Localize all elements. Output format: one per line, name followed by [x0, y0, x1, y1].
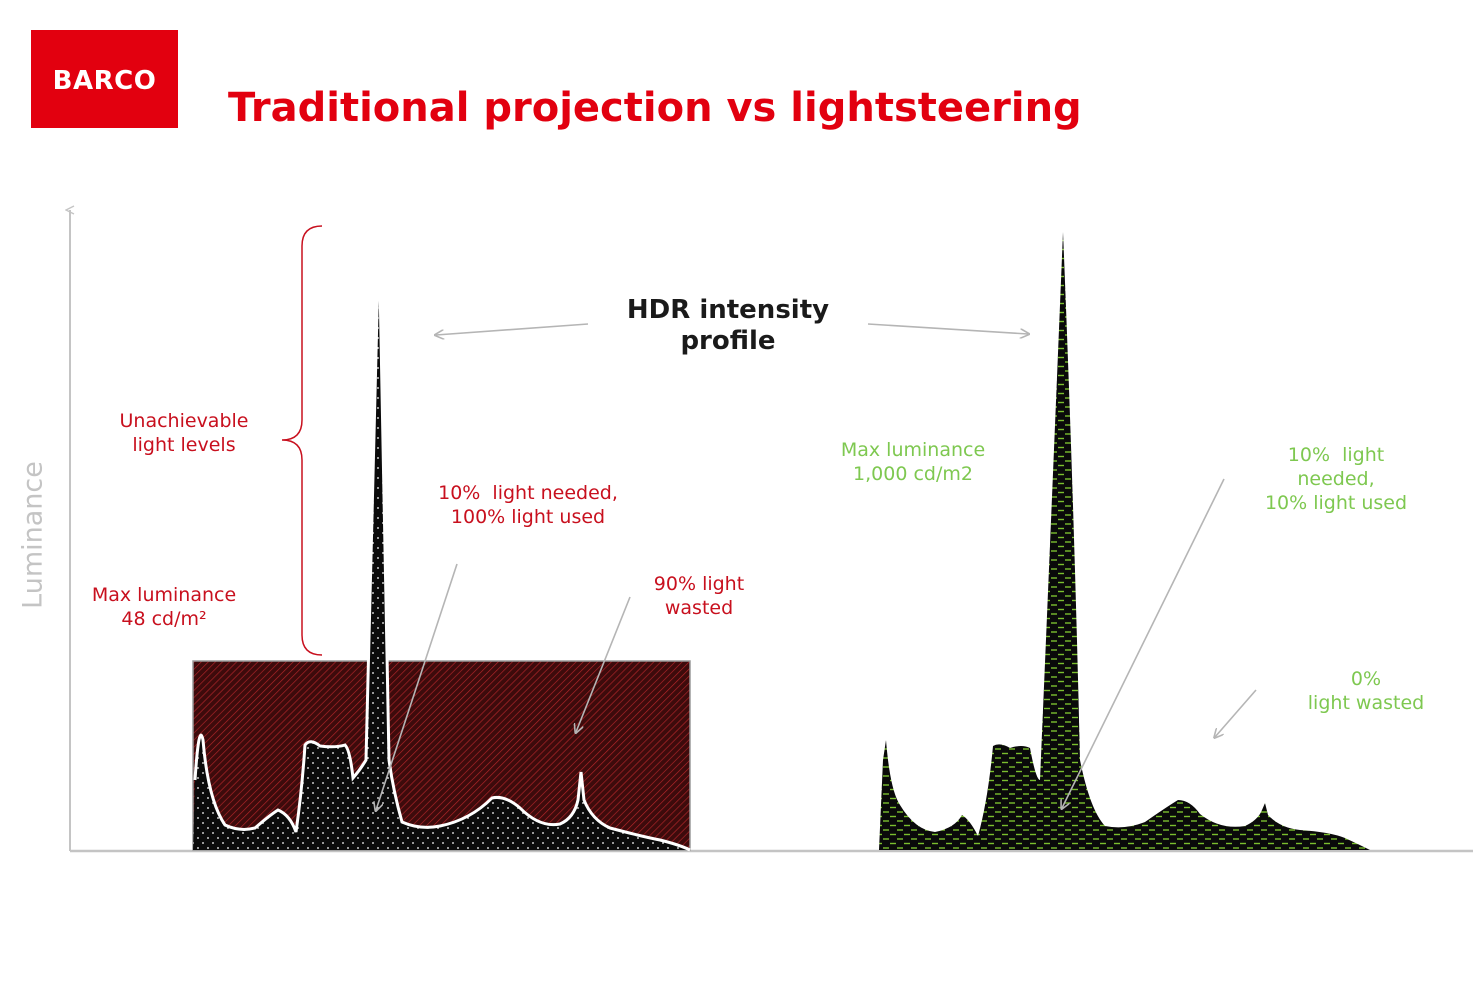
- lightsteering-light-wasted-label: 0% light wasted: [1307, 668, 1425, 714]
- lightsteering-max-luminance-label: Max luminance 1,000 cd/m2: [840, 439, 986, 485]
- logo-text: BARCO: [52, 66, 157, 96]
- traditional-profile-outline: [193, 231, 691, 852]
- hdr-arrow-left: [436, 323, 589, 335]
- y-axis-label: Luminance: [17, 461, 49, 609]
- traditional-max-luminance-label: Max luminance 48 cd/m²: [91, 584, 237, 630]
- lightsteering-light-needed-label: 10% light needed, 10% light used: [1264, 444, 1408, 514]
- steering-light-wasted-arrow: [1215, 689, 1257, 737]
- steering-light-needed-arrow: [1062, 478, 1225, 808]
- hdr-arrow-right: [867, 323, 1028, 334]
- traditional-light-wasted-label: 90% light wasted: [653, 573, 745, 619]
- lightsteering-hdr-profile: [879, 232, 1370, 850]
- light-wasted-arrow: [576, 596, 631, 732]
- barco-logo: BARCO: [31, 30, 178, 128]
- hdr-intensity-label: HDR intensity profile: [626, 295, 830, 356]
- traditional-light-needed-label: 10% light needed, 100% light used: [438, 482, 618, 528]
- slide-title: Traditional projection vs lightsteering: [228, 85, 1082, 131]
- unachievable-brace: [281, 225, 323, 656]
- light-needed-arrow: [376, 563, 458, 810]
- unachievable-label: Unachievable light levels: [119, 410, 249, 456]
